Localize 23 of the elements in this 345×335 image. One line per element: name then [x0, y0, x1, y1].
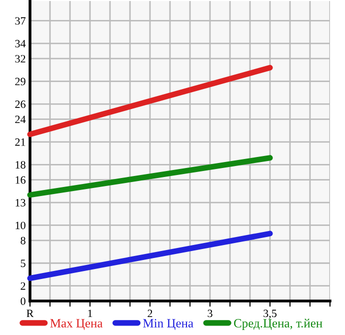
y-tick-label: 32 — [15, 55, 26, 63]
y-tick-label: 34 — [15, 40, 26, 48]
legend-label: Сред.Цена, т.йен — [234, 318, 322, 330]
y-tick-label: 29 — [15, 78, 26, 86]
y-tick-label: 18 — [16, 161, 26, 169]
y-tick-label: 10 — [16, 222, 26, 230]
x-tick-label: 3 — [208, 310, 212, 318]
legend-label: Min Цена — [143, 319, 194, 330]
y-tick-label: 2 — [20, 282, 26, 290]
x-tick-label: 3,5 — [264, 310, 277, 319]
y-tick-label: 8 — [20, 236, 26, 244]
y-tick-label: 24 — [15, 116, 26, 124]
y-tick-label: 13 — [16, 199, 26, 206]
y-tick-label: 26 — [15, 100, 26, 108]
y-tick-label: 21 — [15, 138, 26, 146]
x-tick-label: R — [26, 310, 34, 318]
y-tick-label: 0 — [20, 297, 26, 305]
y-tick-label: 16 — [16, 176, 26, 184]
legend-label: Max Цена — [50, 319, 103, 330]
x-tick-label: 2 — [148, 310, 152, 318]
x-tick-label: 1 — [88, 310, 92, 318]
y-tick-label: 37 — [15, 17, 26, 25]
y-tick-label: 5 — [20, 260, 26, 268]
